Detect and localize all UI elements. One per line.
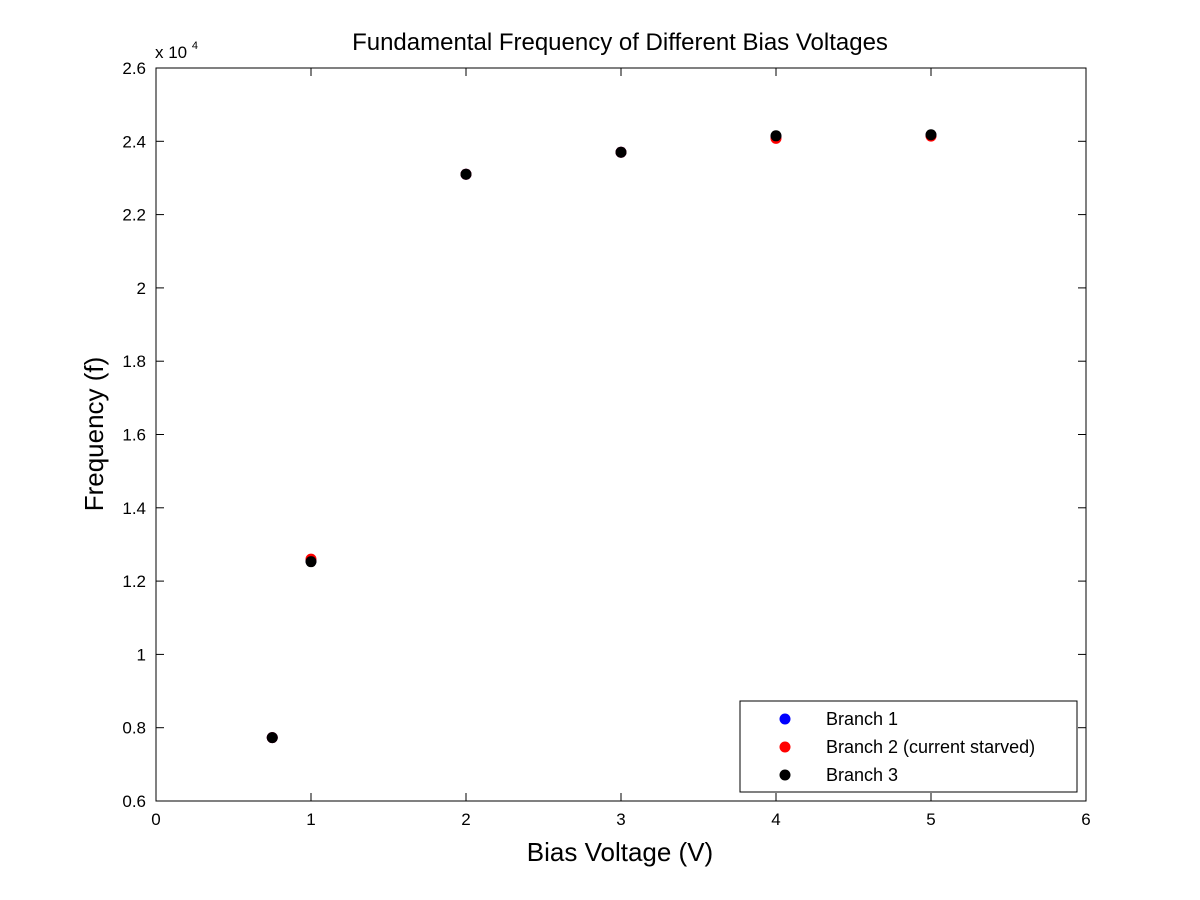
data-point: [925, 129, 937, 141]
data-point: [770, 130, 782, 142]
plot-area: [155, 67, 1087, 802]
series-3: [266, 129, 937, 744]
legend-box: [739, 700, 1078, 793]
chart-title: Fundamental Frequency of Different Bias …: [352, 29, 888, 56]
y-tick-label: 0.6: [122, 792, 146, 811]
y-tick-label: 2.2: [122, 206, 146, 225]
y-tick-label: 1.2: [122, 572, 146, 591]
x-tick-label: 1: [306, 810, 315, 829]
legend: Branch 1 Branch 2 (current starved) Branch…: [739, 700, 1078, 793]
data-point: [266, 732, 278, 744]
legend-marker: [779, 769, 791, 781]
y-tick-label: 2.4: [122, 132, 146, 151]
y-tick-label: 1.6: [122, 426, 146, 445]
data-point: [305, 556, 317, 568]
x-tick-label: 0: [151, 810, 160, 829]
y-axis-ticks: 0.6 0.8 1 1.2 1.4 1.6 1.8 2 2.2 2.4 2.6: [122, 59, 1086, 811]
data-point: [460, 168, 472, 180]
data-points: [266, 129, 937, 744]
svg-text:x 10 4: x 10 4: [155, 40, 198, 62]
legend-marker: [779, 713, 791, 725]
y-multiplier: x 10 4: [155, 40, 198, 62]
y-multiplier-base: x 10: [155, 43, 187, 62]
x-tick-label: 3: [616, 810, 625, 829]
x-tick-label: 6: [1081, 810, 1090, 829]
x-tick-label: 4: [771, 810, 780, 829]
x-tick-label: 5: [926, 810, 935, 829]
y-tick-label: 0.8: [122, 719, 146, 738]
y-tick-label: 2: [137, 279, 146, 298]
legend-label: Branch 1: [826, 709, 898, 729]
y-tick-label: 2.6: [122, 59, 146, 78]
legend-marker: [779, 741, 791, 753]
y-axis-label: Frequency (f): [79, 357, 109, 512]
x-axis-label: Bias Voltage (V): [527, 837, 713, 867]
data-point: [615, 146, 627, 158]
y-multiplier-exponent: 4: [192, 40, 198, 52]
legend-label: Branch 2 (current starved): [826, 737, 1035, 757]
y-tick-label: 1.4: [122, 499, 146, 518]
y-tick-label: 1.8: [122, 352, 146, 371]
legend-label: Branch 3: [826, 765, 898, 785]
x-tick-label: 2: [461, 810, 470, 829]
y-tick-label: 1: [137, 645, 146, 664]
x-axis-ticks: 0 1 2 3 4 5 6: [151, 68, 1091, 829]
